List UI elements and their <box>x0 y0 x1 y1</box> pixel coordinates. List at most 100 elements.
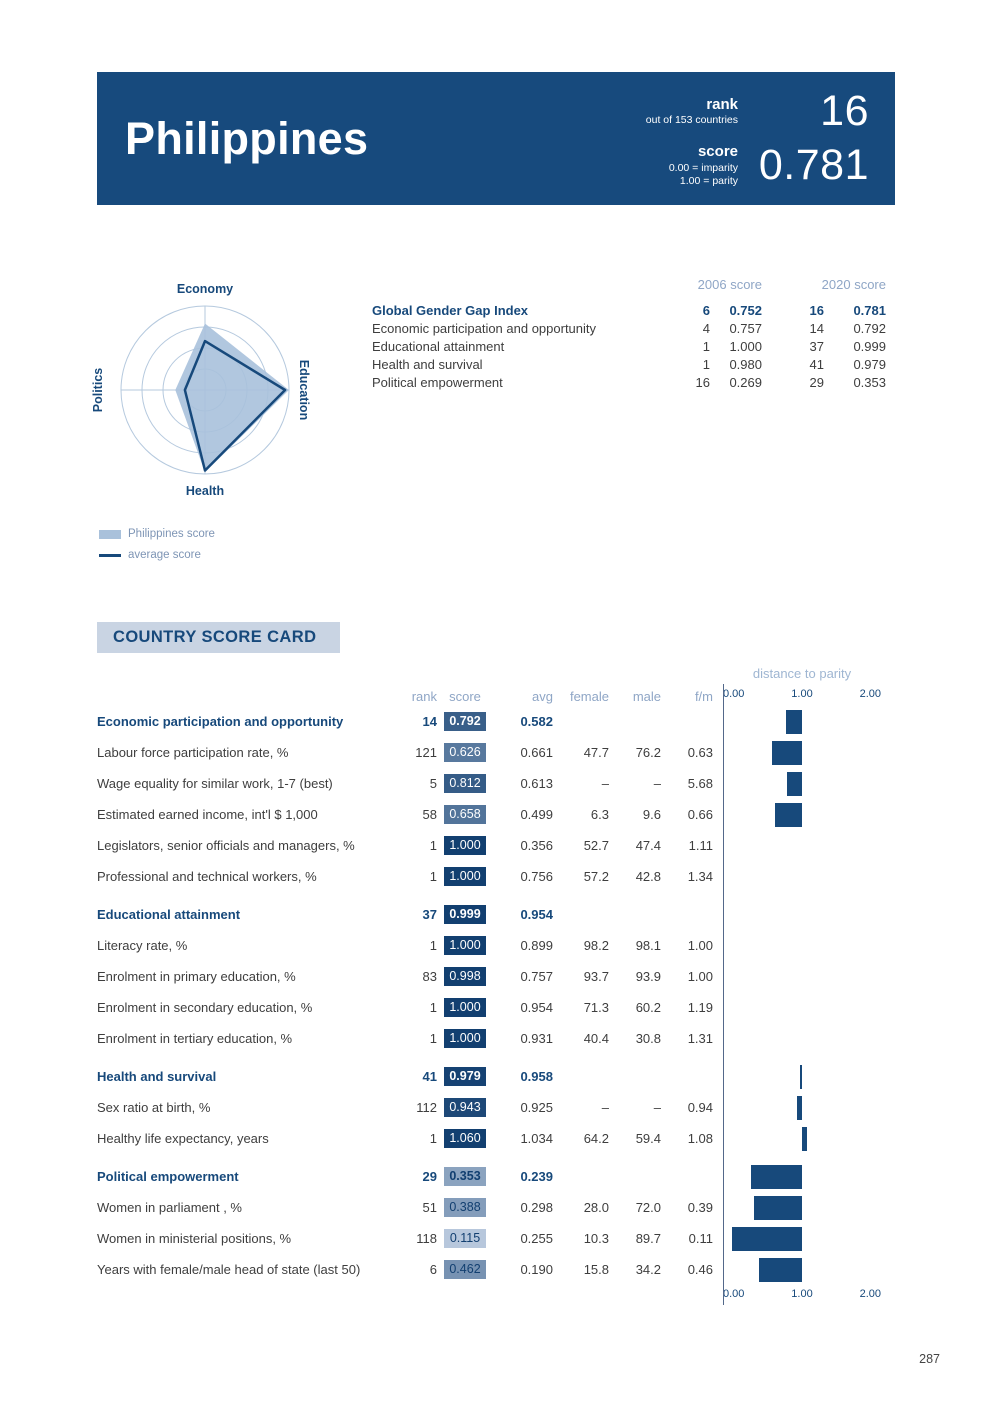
row-female: 98.2 <box>583 938 609 953</box>
row-label: Sex ratio at birth, % <box>97 1100 211 1115</box>
row-rank: 6 <box>429 1262 437 1277</box>
axis-ticks-top: 0.00 1.00 2.00 <box>723 688 881 704</box>
row-fm: 0.39 <box>687 1200 713 1215</box>
row-male: 47.4 <box>635 838 661 853</box>
scorecard-indicator-row: Sex ratio at birth, % 112 0.943 0.925 – – 0.94 <box>97 1092 881 1123</box>
index-score-2006: 0.757 <box>729 321 762 336</box>
page-number: 287 <box>919 1352 940 1366</box>
parity-bar-track <box>723 1027 881 1051</box>
parity-bar <box>802 1126 807 1151</box>
score-chip: 0.462 <box>444 1260 486 1279</box>
row-avg: 0.757 <box>520 969 553 984</box>
row-label: Years with female/male head of state (la… <box>97 1262 361 1277</box>
index-rank-2006: 6 <box>702 303 710 318</box>
row-score-cell: 0.462 <box>437 1260 493 1279</box>
axis-tick: 2.00 <box>859 688 881 700</box>
row-female: – <box>601 776 609 791</box>
row-score-cell: 1.000 <box>437 867 493 886</box>
row-fm: 0.46 <box>687 1262 713 1277</box>
index-score-2006: 1.000 <box>729 339 762 354</box>
scorecard-indicator-row: Women in parliament , % 51 0.388 0.298 28.0 7… <box>97 1192 881 1223</box>
index-table-row: Global Gender Gap Index 6 0.752 16 0.781 <box>372 302 886 320</box>
col-male: male <box>632 688 661 704</box>
scorecard-indicator-row: Enrolment in secondary education, % 1 1.00… <box>97 992 881 1023</box>
row-score-cell: 0.979 <box>437 1067 493 1086</box>
row-rank: 29 <box>422 1169 437 1184</box>
row-rank: 118 <box>416 1231 437 1246</box>
scorecard-footer: 0.00 1.00 2.00 <box>723 1288 881 1304</box>
radar-svg <box>120 305 290 475</box>
index-score-2020: 0.781 <box>853 303 886 318</box>
score-chip: 0.353 <box>444 1167 486 1186</box>
axis-tick: 0.00 <box>723 688 745 700</box>
parity-bar-track <box>723 1164 881 1189</box>
radar-philippines-area <box>175 323 289 473</box>
score-chip: 1.000 <box>444 936 486 955</box>
col-score: score <box>449 688 481 704</box>
row-male: 34.2 <box>635 1262 661 1277</box>
row-female: – <box>601 1100 609 1115</box>
row-male: 59.4 <box>635 1131 661 1146</box>
row-rank: 121 <box>415 745 437 760</box>
row-label: Estimated earned income, int'l $ 1,000 <box>97 807 318 822</box>
score-chip: 0.658 <box>444 805 486 824</box>
parity-bar <box>774 802 802 827</box>
row-female: 10.3 <box>583 1231 609 1246</box>
index-rank-2020: 37 <box>809 339 824 354</box>
row-male: 72.0 <box>635 1200 661 1215</box>
scorecard-body: Economic participation and opportunity 14… <box>97 706 881 1285</box>
scorecard-indicator-row: Healthy life expectancy, years 1 1.060 1.03… <box>97 1123 881 1154</box>
parity-bar-track <box>723 709 881 734</box>
parity-bar-track <box>723 834 881 858</box>
row-female: 15.8 <box>583 1262 609 1277</box>
parity-bar-track <box>723 1226 881 1251</box>
parity-bar <box>785 709 802 734</box>
row-label: Women in parliament , % <box>97 1200 242 1215</box>
scorecard-category-row: Economic participation and opportunity 14… <box>97 706 881 737</box>
score-chip: 1.060 <box>444 1129 486 1148</box>
row-female: 93.7 <box>583 969 609 984</box>
score-chip: 0.943 <box>444 1098 486 1117</box>
index-row-label: Educational attainment <box>372 339 505 354</box>
row-score-cell: 0.353 <box>437 1167 493 1186</box>
index-row-label: Political empowerment <box>372 375 503 390</box>
parity-bar-track <box>723 965 881 989</box>
score-chip: 0.999 <box>444 905 486 924</box>
chart-axis-line <box>723 684 724 1305</box>
row-rank: 14 <box>422 714 437 729</box>
index-rank-2020: 14 <box>809 321 824 336</box>
score-chip: 0.792 <box>444 712 486 731</box>
row-female: 71.3 <box>583 1000 609 1015</box>
index-rank-2006: 1 <box>702 339 710 354</box>
index-table-row: Political empowerment 16 0.269 29 0.353 <box>372 374 886 392</box>
rank-labels: rank out of 153 countries <box>646 96 738 128</box>
row-score-cell: 1.000 <box>437 836 493 855</box>
col-2020-score: 2020 score <box>821 277 886 292</box>
index-row-label: Global Gender Gap Index <box>372 303 529 318</box>
parity-bar-track <box>723 771 881 796</box>
index-table-body: Global Gender Gap Index 6 0.752 16 0.781 Econ… <box>372 302 886 392</box>
index-score-2020: 0.979 <box>853 357 886 372</box>
row-avg: 0.899 <box>520 938 553 953</box>
score-sub-imparity: 0.00 = imparity <box>668 161 738 174</box>
row-fm: 5.68 <box>687 776 713 791</box>
score-chip: 1.000 <box>444 1029 486 1048</box>
parity-bar <box>772 740 802 765</box>
scorecard-indicator-row: Wage equality for similar work, 1-7 (bes… <box>97 768 881 799</box>
row-label: Enrolment in secondary education, % <box>97 1000 313 1015</box>
col-rank: rank <box>411 688 437 704</box>
row-fm: 0.66 <box>687 807 713 822</box>
score-chip: 0.626 <box>444 743 486 762</box>
score-chip: 0.998 <box>444 967 486 986</box>
row-fm: 0.11 <box>688 1231 713 1246</box>
row-score-cell: 0.943 <box>437 1098 493 1117</box>
parity-bar-track <box>723 1126 881 1151</box>
row-label: Labour force participation rate, % <box>97 745 289 760</box>
row-male: – <box>653 776 661 791</box>
row-label: Enrolment in primary education, % <box>97 969 296 984</box>
country-name: Philippines <box>125 112 369 164</box>
row-rank: 5 <box>429 776 437 791</box>
parity-bar <box>732 1226 802 1251</box>
parity-bar <box>800 1064 802 1089</box>
